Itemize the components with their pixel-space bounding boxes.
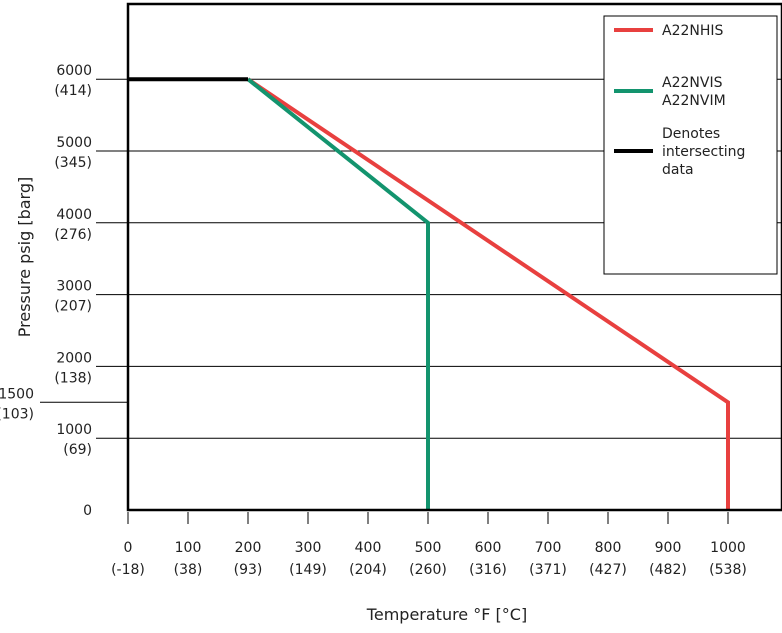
x-tick-sublabel: (371) [529,562,567,578]
x-tick-label: 500 [415,540,442,556]
plot-frame [126,2,782,512]
x-tick-label: 800 [595,540,622,556]
x-tick-label: 300 [295,540,322,556]
legend-box [603,15,778,275]
x-tick-sublabel: (-18) [111,562,145,578]
legend-label: A22NHIS [662,23,724,39]
series-line [246,77,730,510]
legend-label: Denotes [662,126,720,142]
legend-label: intersecting [662,144,745,160]
x-tick-sublabel: (260) [409,562,447,578]
legend-label: A22NVIS [662,75,723,91]
x-tick-sublabel: (316) [469,562,507,578]
y-tick-label: 1000 [56,422,92,438]
y-tick-labels: 0 1000 (69) 1500 (103) 2000 (138) 3000 (207) 4000… [0,63,92,519]
y-axis-title: Pressure psig [barg] [15,177,34,337]
y-tick-sublabel: (103) [0,406,34,422]
x-tick-sublabel: (482) [649,562,687,578]
y-tick-sublabel: (207) [54,299,92,315]
legend: A22NHIS A22NVIS A22NVIM Denotes intersecting… [603,15,778,275]
series-line [246,77,430,510]
x-tick-label: 600 [475,540,502,556]
legend-label: data [662,162,694,178]
x-tick-label: 100 [175,540,202,556]
y-tick-label: 2000 [56,350,92,366]
x-tick-sublabel: (38) [174,562,203,578]
y-tick-sublabel: (414) [54,83,92,99]
y-tick-label: 0 [83,503,92,519]
y-tick-sublabel: (138) [54,370,92,386]
x-tick-labels: 0 (-18) 100 (38) 200 (93) 300 (149) 400 (204) 500 (… [111,512,747,578]
x-axis-title: Temperature °F [°C] [366,605,527,624]
x-tick-sublabel: (204) [349,562,387,578]
y-tick-sublabel: (345) [54,155,92,171]
x-tick-sublabel: (427) [589,562,627,578]
x-tick-label: 1000 [710,540,746,556]
x-tick-sublabel: (538) [709,562,747,578]
y-tick-label: 4000 [56,207,92,223]
y-tick-label: 1500 [0,386,34,402]
y-tick-label: 5000 [56,135,92,151]
y-tick-sublabel: (69) [63,442,92,458]
x-tick-sublabel: (93) [234,562,263,578]
x-tick-label: 700 [535,540,562,556]
y-tick-label: 6000 [56,63,92,79]
x-tick-label: 400 [355,540,382,556]
x-tick-label: 0 [124,540,133,556]
x-tick-label: 200 [235,540,262,556]
x-tick-sublabel: (149) [289,562,327,578]
series-lines [128,77,730,510]
y-tick-sublabel: (276) [54,227,92,243]
x-tick-label: 900 [655,540,682,556]
legend-label: A22NVIM [662,93,726,109]
y-tick-label: 3000 [56,279,92,295]
